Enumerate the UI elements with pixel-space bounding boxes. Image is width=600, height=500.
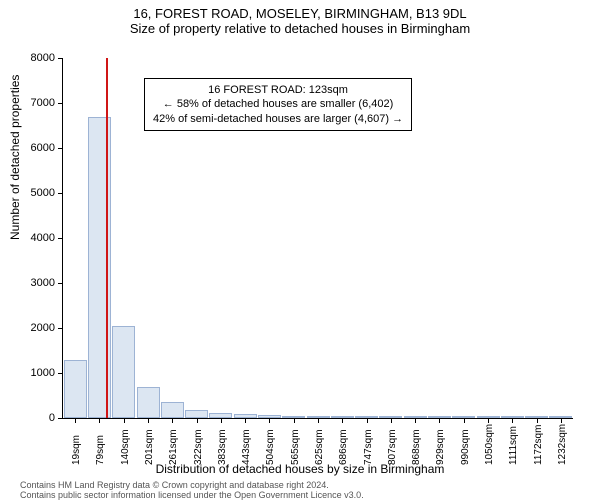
ytick-label: 7000 (0, 97, 55, 109)
xtick-label: 1172sqm (533, 425, 544, 465)
footer-attribution: Contains HM Land Registry data © Crown c… (20, 480, 364, 500)
page-title-line2: Size of property relative to detached ho… (0, 21, 600, 36)
xtick-label: 929sqm (435, 429, 446, 465)
ytick-label: 3000 (0, 277, 55, 289)
xtick-mark (148, 418, 149, 423)
xtick-mark (294, 418, 295, 423)
xtick-label: 504sqm (265, 429, 276, 465)
xtick-label: 383sqm (217, 429, 228, 465)
histogram-bar (112, 326, 135, 418)
xtick-mark (415, 418, 416, 423)
xtick-mark (75, 418, 76, 423)
ytick-mark (58, 193, 63, 194)
xtick-mark (391, 418, 392, 423)
xtick-label: 443sqm (241, 429, 252, 465)
xtick-mark (439, 418, 440, 423)
xtick-mark (464, 418, 465, 423)
ytick-label: 8000 (0, 52, 55, 64)
ytick-mark (58, 238, 63, 239)
xtick-mark (488, 418, 489, 423)
property-marker-line (106, 58, 108, 418)
xtick-label: 201sqm (144, 429, 155, 465)
xtick-mark (221, 418, 222, 423)
ytick-mark (58, 103, 63, 104)
annotation-line2: ← 58% of detached houses are smaller (6,… (153, 97, 403, 111)
xtick-label: 990sqm (460, 429, 471, 465)
xtick-label: 868sqm (411, 429, 422, 465)
ytick-mark (58, 373, 63, 374)
ytick-mark (58, 418, 63, 419)
xtick-label: 747sqm (363, 429, 374, 465)
page-title-line1: 16, FOREST ROAD, MOSELEY, BIRMINGHAM, B1… (0, 6, 600, 21)
xtick-label: 140sqm (120, 429, 131, 465)
xtick-mark (245, 418, 246, 423)
xtick-mark (99, 418, 100, 423)
annotation-line3: 42% of semi-detached houses are larger (… (153, 112, 403, 126)
xtick-label: 1232sqm (557, 424, 568, 465)
histogram-bar (161, 402, 184, 418)
xtick-mark (269, 418, 270, 423)
xtick-mark (367, 418, 368, 423)
xtick-label: 261sqm (168, 429, 179, 465)
xtick-label: 79sqm (95, 435, 106, 465)
footer-line2: Contains public sector information licen… (20, 490, 364, 500)
footer-line1: Contains HM Land Registry data © Crown c… (20, 480, 364, 490)
ytick-mark (58, 283, 63, 284)
xtick-label: 322sqm (193, 429, 204, 465)
ytick-label: 0 (0, 412, 55, 424)
xtick-mark (124, 418, 125, 423)
annotation-box: 16 FOREST ROAD: 123sqm ← 58% of detached… (144, 78, 412, 131)
chart-area: 16 FOREST ROAD: 123sqm ← 58% of detached… (62, 58, 572, 418)
xtick-label: 625sqm (314, 429, 325, 465)
histogram-bar (185, 410, 208, 418)
xtick-label: 686sqm (338, 429, 349, 465)
ytick-label: 1000 (0, 367, 55, 379)
xtick-mark (561, 418, 562, 423)
xtick-label: 1050sqm (484, 424, 495, 465)
xtick-label: 19sqm (71, 435, 82, 465)
annotation-line1: 16 FOREST ROAD: 123sqm (153, 83, 403, 97)
ytick-mark (58, 328, 63, 329)
xtick-mark (342, 418, 343, 423)
xtick-label: 565sqm (290, 429, 301, 465)
xtick-mark (537, 418, 538, 423)
ytick-mark (58, 148, 63, 149)
histogram-bar (137, 387, 160, 418)
ytick-mark (58, 58, 63, 59)
ytick-label: 6000 (0, 142, 55, 154)
ytick-label: 2000 (0, 322, 55, 334)
histogram-bar (64, 360, 87, 419)
xtick-mark (172, 418, 173, 423)
xtick-mark (197, 418, 198, 423)
xtick-label: 807sqm (387, 429, 398, 465)
xtick-label: 1111sqm (508, 426, 519, 465)
xtick-mark (512, 418, 513, 423)
ytick-label: 5000 (0, 187, 55, 199)
xtick-mark (318, 418, 319, 423)
ytick-label: 4000 (0, 232, 55, 244)
